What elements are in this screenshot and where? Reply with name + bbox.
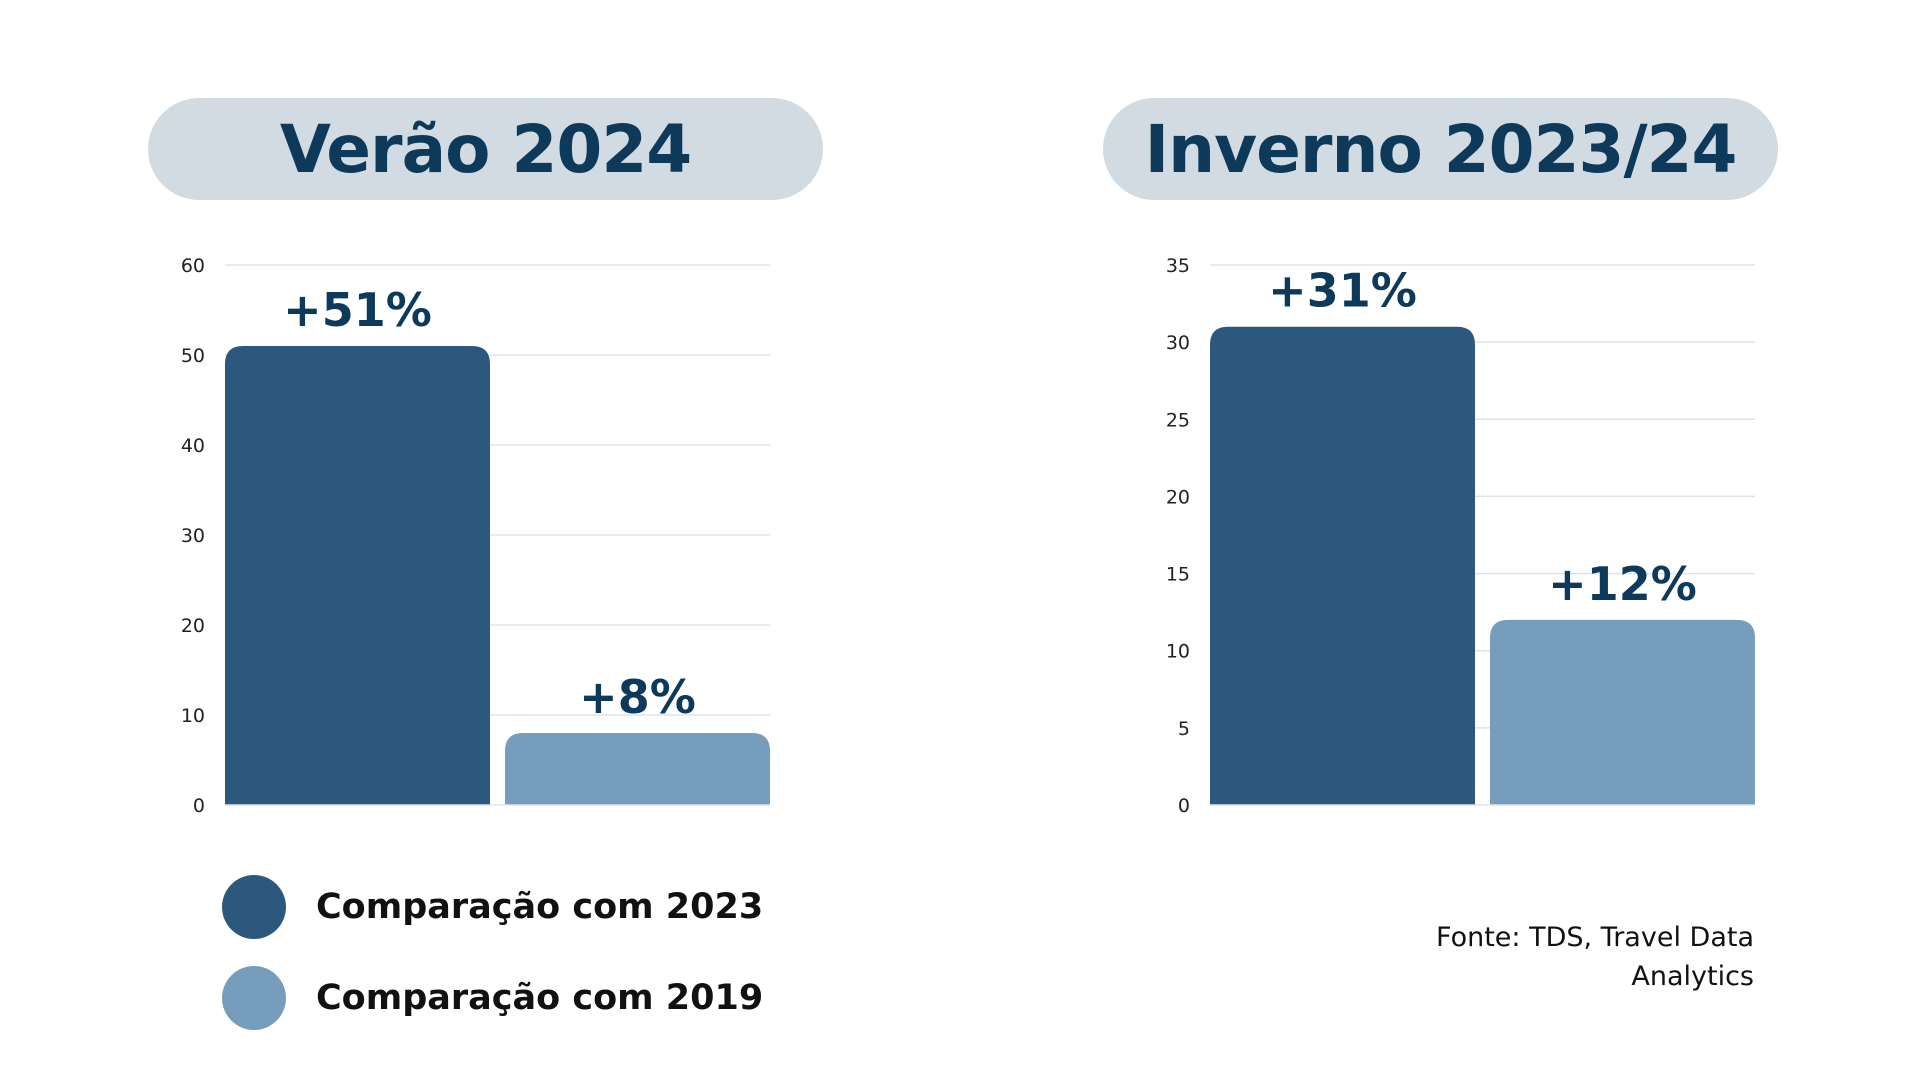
data-label: +51% <box>283 283 432 337</box>
y-tick-label: 30 <box>181 525 205 547</box>
chart-title-verao: Verão 2024 <box>148 98 823 200</box>
data-label: +12% <box>1548 557 1697 611</box>
source-line-1: Fonte: TDS, Travel Data <box>1436 922 1754 953</box>
y-tick-label: 10 <box>1166 641 1190 663</box>
y-tick-label: 5 <box>1178 718 1190 740</box>
bar <box>225 346 490 805</box>
bar-chart-verao: 0 10 20 30 40 50 60 +51% +8% <box>181 255 770 817</box>
y-tick-label: 50 <box>181 345 205 367</box>
data-label: +31% <box>1268 264 1417 318</box>
source-line-2: Analytics <box>1631 961 1754 992</box>
y-tick-label: 0 <box>1178 795 1190 817</box>
legend: Comparação com 2023 Comparação com 2019 <box>222 874 763 1056</box>
y-tick-label: 20 <box>181 615 205 637</box>
y-tick-label: 35 <box>1166 255 1190 277</box>
y-tick-label: 40 <box>181 435 205 457</box>
y-tick-label: 25 <box>1166 409 1190 431</box>
y-tick-label: 20 <box>1166 486 1190 508</box>
legend-item-2023: Comparação com 2023 <box>222 874 763 940</box>
legend-label-2019: Comparação com 2019 <box>316 978 764 1018</box>
legend-item-2019: Comparação com 2019 <box>222 965 763 1031</box>
legend-swatch-2019 <box>222 966 286 1030</box>
y-tick-label: 60 <box>181 255 205 277</box>
legend-label-2023: Comparação com 2023 <box>316 887 764 927</box>
bar <box>505 733 770 805</box>
bar <box>1210 326 1475 805</box>
legend-swatch-2023 <box>222 875 286 939</box>
y-tick-label: 15 <box>1166 564 1190 586</box>
y-tick-label: 0 <box>193 795 205 817</box>
data-label: +8% <box>579 670 696 724</box>
source-note: Fonte: TDS, Travel Data Analytics <box>1354 918 1754 996</box>
bar <box>1490 619 1755 805</box>
y-tick-label: 30 <box>1166 332 1190 354</box>
chart-title-inverno: Inverno 2023/24 <box>1103 98 1778 200</box>
y-tick-label: 10 <box>181 705 205 727</box>
bar-chart-inverno: 0 5 10 15 20 25 30 35 +31% +12% <box>1166 255 1755 817</box>
